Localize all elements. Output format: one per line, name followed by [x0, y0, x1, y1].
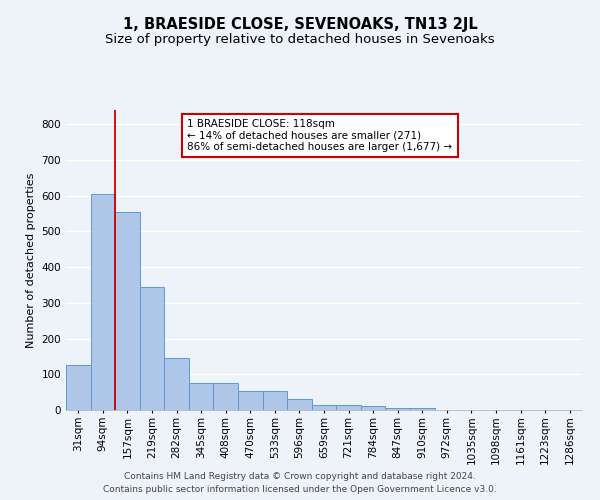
Text: Size of property relative to detached houses in Sevenoaks: Size of property relative to detached ho…	[105, 32, 495, 46]
Bar	[287, 400, 312, 410]
Bar	[164, 358, 189, 410]
Bar	[91, 194, 115, 410]
Bar	[312, 404, 336, 410]
Text: Contains HM Land Registry data © Crown copyright and database right 2024.: Contains HM Land Registry data © Crown c…	[124, 472, 476, 481]
Y-axis label: Number of detached properties: Number of detached properties	[26, 172, 36, 348]
Bar	[189, 382, 214, 410]
Bar	[410, 408, 434, 410]
Text: Contains public sector information licensed under the Open Government Licence v3: Contains public sector information licen…	[103, 485, 497, 494]
Bar	[263, 392, 287, 410]
Bar	[66, 366, 91, 410]
Text: 1 BRAESIDE CLOSE: 118sqm
← 14% of detached houses are smaller (271)
86% of semi-: 1 BRAESIDE CLOSE: 118sqm ← 14% of detach…	[187, 119, 452, 152]
Bar	[140, 287, 164, 410]
Bar	[238, 392, 263, 410]
Bar	[385, 408, 410, 410]
Bar	[361, 406, 385, 410]
Bar	[336, 406, 361, 410]
Bar	[214, 382, 238, 410]
Text: 1, BRAESIDE CLOSE, SEVENOAKS, TN13 2JL: 1, BRAESIDE CLOSE, SEVENOAKS, TN13 2JL	[122, 18, 478, 32]
Bar	[115, 212, 140, 410]
